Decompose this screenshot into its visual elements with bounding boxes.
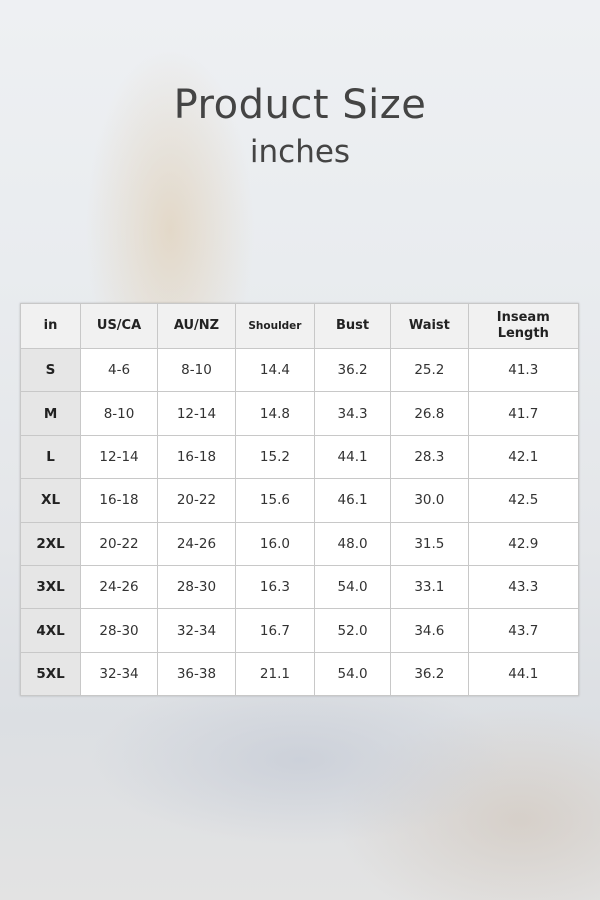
table-row: 3XL 24-26 28-30 16.3 54.0 33.1 43.3: [19, 564, 580, 610]
table-cell: 12-14: [80, 434, 158, 480]
table-cell: 36.2: [313, 347, 392, 393]
table-row: S 4-6 8-10 14.4 36.2 25.2 41.3: [19, 347, 580, 393]
column-header: Inseam Length: [467, 303, 580, 349]
size-label-cell: S: [19, 347, 82, 393]
column-header: Bust: [313, 303, 392, 349]
table-cell: 8-10: [80, 391, 158, 436]
table-cell: 25.2: [390, 347, 469, 393]
table-cell: 41.7: [467, 391, 580, 436]
table-row: 4XL 28-30 32-34 16.7 52.0 34.6 43.7: [19, 608, 580, 653]
table-cell: 31.5: [390, 521, 469, 566]
size-label-cell: L: [19, 434, 82, 480]
table-cell: 36.2: [390, 651, 469, 697]
table-cell: 28-30: [80, 608, 158, 653]
table-cell: 44.1: [467, 651, 580, 697]
table-cell: 16.3: [234, 564, 315, 610]
table-header-row: in US/CA AU/NZ Shoulder Bust Waist Inseam Leng…: [19, 303, 580, 349]
table-cell: 44.1: [313, 434, 392, 480]
table-row: XL 16-18 20-22 15.6 46.1 30.0 42.5: [19, 478, 580, 523]
column-header: Waist: [390, 303, 469, 349]
table-cell: 12-14: [157, 391, 236, 436]
column-header: US/CA: [80, 303, 158, 349]
table-cell: 32-34: [80, 651, 158, 697]
table-cell: 28-30: [157, 564, 236, 610]
size-label-cell: M: [19, 391, 82, 436]
table-cell: 16.0: [234, 521, 315, 566]
table-cell: 52.0: [313, 608, 392, 653]
table-cell: 54.0: [313, 564, 392, 610]
table-cell: 24-26: [157, 521, 236, 566]
table-cell: 42.9: [467, 521, 580, 566]
table-cell: 14.8: [234, 391, 315, 436]
table-cell: 30.0: [390, 478, 469, 523]
table-cell: 42.1: [467, 434, 580, 480]
table-cell: 20-22: [80, 521, 158, 566]
size-label-cell: 5XL: [19, 651, 82, 697]
page-subtitle: inches: [249, 134, 351, 170]
table-cell: 21.1: [234, 651, 315, 697]
table-cell: 34.3: [313, 391, 392, 436]
table-cell: 28.3: [390, 434, 469, 480]
size-label-cell: 4XL: [19, 608, 82, 653]
table-cell: 16-18: [157, 434, 236, 480]
table-cell: 46.1: [313, 478, 392, 523]
column-header: AU/NZ: [157, 303, 236, 349]
table-row: L 12-14 16-18 15.2 44.1 28.3 42.1: [19, 434, 580, 480]
table-cell: 20-22: [157, 478, 236, 523]
page-title: Product Size: [173, 82, 427, 128]
table-cell: 42.5: [467, 478, 580, 523]
table-cell: 48.0: [313, 521, 392, 566]
size-chart-table: in US/CA AU/NZ Shoulder Bust Waist Inseam Leng…: [19, 303, 580, 697]
table-cell: 43.7: [467, 608, 580, 653]
table-cell: 16-18: [80, 478, 158, 523]
size-label-cell: 3XL: [19, 564, 82, 610]
table-cell: 54.0: [313, 651, 392, 697]
table-row: 2XL 20-22 24-26 16.0 48.0 31.5 42.9: [19, 521, 580, 566]
table-cell: 14.4: [234, 347, 315, 393]
table-cell: 4-6: [80, 347, 158, 393]
table-cell: 41.3: [467, 347, 580, 393]
table-cell: 36-38: [157, 651, 236, 697]
size-label-cell: 2XL: [19, 521, 82, 566]
table-cell: 33.1: [390, 564, 469, 610]
column-header: in: [19, 303, 82, 349]
size-label-cell: XL: [19, 478, 82, 523]
table-row: M 8-10 12-14 14.8 34.3 26.8 41.7: [19, 391, 580, 436]
table-cell: 15.2: [234, 434, 315, 480]
table-cell: 32-34: [157, 608, 236, 653]
table-row: 5XL 32-34 36-38 21.1 54.0 36.2 44.1: [19, 651, 580, 697]
table-cell: 8-10: [157, 347, 236, 393]
table-cell: 16.7: [234, 608, 315, 653]
table-cell: 24-26: [80, 564, 158, 610]
table-cell: 34.6: [390, 608, 469, 653]
table-cell: 43.3: [467, 564, 580, 610]
table-cell: 26.8: [390, 391, 469, 436]
column-header: Shoulder: [234, 303, 315, 349]
table-cell: 15.6: [234, 478, 315, 523]
